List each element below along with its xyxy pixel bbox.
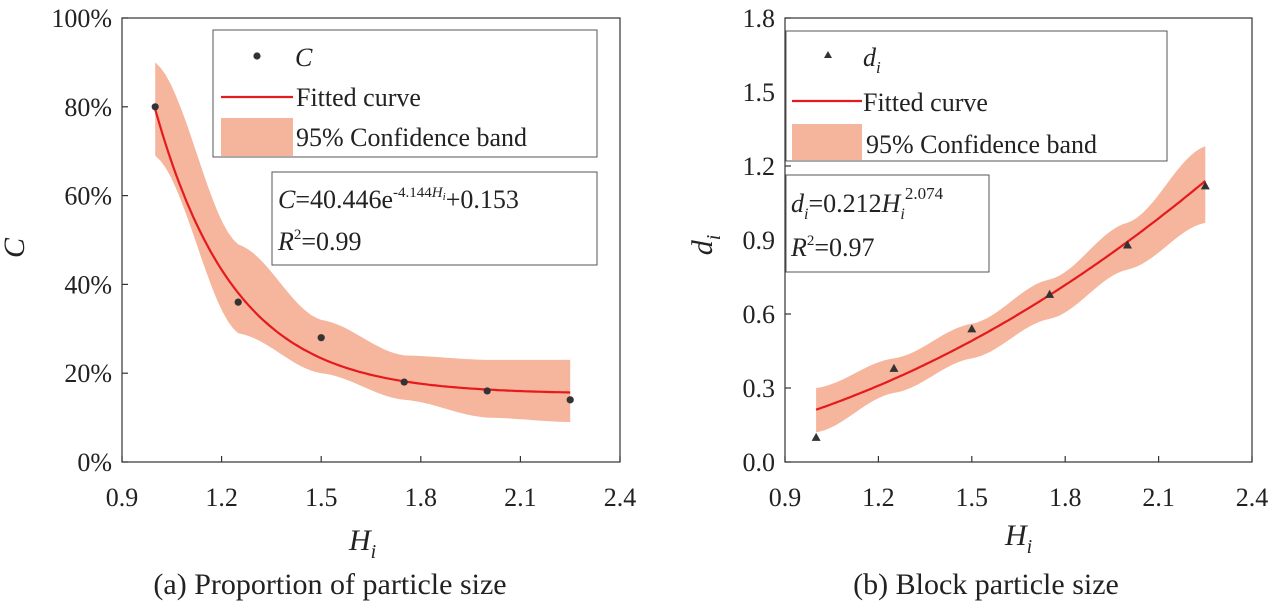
panel-a-y-tick-label: 80% bbox=[64, 93, 112, 122]
panel-b-legend-marker-icon bbox=[824, 51, 832, 58]
panel-a-data-point bbox=[317, 334, 325, 342]
panel-b-points-layer bbox=[811, 181, 1210, 441]
panel-b-equation-text: di=0.212Hi2.074 bbox=[791, 184, 944, 223]
panel-b-band-layer bbox=[816, 146, 1206, 433]
panel-a-y-axis-label: C bbox=[0, 237, 31, 258]
panel-b-data-point bbox=[1045, 289, 1055, 298]
panel-b-data-point bbox=[811, 432, 821, 441]
panel-b-y-tick-label: 0.9 bbox=[743, 226, 776, 255]
panel-a-data-point bbox=[566, 396, 574, 404]
panel-b-equation-box bbox=[785, 174, 990, 273]
panel-a-legend-label-fit: Fitted curve bbox=[296, 83, 421, 112]
panel-b-equation: di=0.212Hi2.074 R2=0.97 bbox=[785, 174, 990, 273]
panel-b-x-tick-label: 1.2 bbox=[862, 483, 895, 512]
panel-b-y-tick-label: 1.2 bbox=[743, 152, 776, 181]
panel-a-y-tick-label: 40% bbox=[64, 270, 112, 299]
panel-a-equation: C=40.446e-4.144Hi+0.153 R2=0.99 bbox=[271, 171, 598, 266]
panel-a-frame bbox=[121, 17, 621, 463]
panel-b-caption: (b) Block particle size bbox=[853, 568, 1119, 601]
panel-b-x-tick-label: 1.5 bbox=[956, 483, 989, 512]
panel-a-legend: C Fitted curve 95% Confidence band bbox=[212, 29, 598, 158]
panel-a-x-tick-label: 0.9 bbox=[106, 483, 139, 512]
panel-b-y-tick-label: 1.8 bbox=[743, 4, 776, 33]
panel-a-points-layer bbox=[151, 103, 574, 404]
panel-a-ticks: 0.9 1.2 1.5 1.8 2.1 2.4 0% 20% 40% 60% 80% 100% bbox=[51, 4, 636, 512]
panel-a-legend-label-c: C bbox=[295, 43, 313, 72]
panel-a: 0.9 1.2 1.5 1.8 2.1 2.4 0% 20% 40% 60% 80% 100% C F… bbox=[0, 4, 636, 601]
panel-a-fit-layer bbox=[154, 108, 571, 394]
panel-b-x-tick-label: 0.9 bbox=[769, 483, 802, 512]
panel-a-x-tick-label: 2.1 bbox=[504, 483, 537, 512]
panel-a-x-tick-label: 1.5 bbox=[305, 483, 338, 512]
panel-b-x-tick-label: 1.8 bbox=[1049, 483, 1082, 512]
panel-b-fitted-curve bbox=[815, 180, 1207, 411]
panel-b-fit-layer bbox=[815, 180, 1207, 411]
panel-b-confidence-band bbox=[816, 146, 1206, 433]
panel-b-legend-label-d: di bbox=[863, 43, 881, 77]
panel-a-data-point bbox=[400, 378, 408, 386]
panel-b-y-tick-label: 0.0 bbox=[743, 448, 776, 477]
panel-b-y-tick-label: 1.5 bbox=[743, 78, 776, 107]
panel-a-confidence-band bbox=[155, 62, 571, 423]
panel-a-y-tick-label: 60% bbox=[64, 182, 112, 211]
panel-b: 0.9 1.2 1.5 1.8 2.1 2.40.00.30.60.91.21.51.8 … bbox=[686, 4, 1268, 601]
panel-b-ticks: 0.9 1.2 1.5 1.8 2.1 2.4 0.0 0.3 0.6 0.9 1.2 1.5 1.8 bbox=[743, 4, 1269, 512]
panel-b-x-tick-label: 2.1 bbox=[1142, 483, 1175, 512]
panel-b-data-point bbox=[1200, 181, 1210, 190]
panel-a-r2-text: R2=0.99 bbox=[277, 227, 362, 256]
panel-b-x-tick-label: 2.4 bbox=[1236, 483, 1269, 512]
panel-b-data-point bbox=[889, 363, 899, 372]
panel-a-data-point bbox=[234, 298, 242, 306]
panel-a-y-tick-label: 100% bbox=[51, 4, 112, 33]
panel-b-y-tick-label: 0.3 bbox=[743, 374, 776, 403]
panel-b-r2-text: R2=0.97 bbox=[790, 233, 875, 262]
panel-a-legend-label-band: 95% Confidence band bbox=[296, 123, 527, 152]
panel-b-legend-band-icon bbox=[792, 124, 862, 160]
panel-a-caption: (a) Proportion of particle size bbox=[153, 568, 506, 601]
panel-b-x-axis-label: Hi bbox=[1004, 519, 1032, 558]
panel-a-legend-band-icon bbox=[221, 118, 293, 156]
panel-a-data-point bbox=[151, 103, 159, 111]
panel-a-equation-text: C=40.446e-4.144Hi+0.153 bbox=[278, 185, 519, 214]
panel-a-x-axis-label: Hi bbox=[348, 524, 376, 563]
panel-b-legend: di Fitted curve 95% Confidence band bbox=[785, 30, 1168, 162]
panel-a-x-tick-label: 1.2 bbox=[205, 483, 238, 512]
panel-b-y-tick-label: 0.6 bbox=[743, 300, 776, 329]
panel-b-y-axis-label: di bbox=[686, 235, 725, 256]
panel-a-band-layer bbox=[155, 62, 571, 423]
panel-b-data-point bbox=[1122, 240, 1132, 249]
panel-a-data-point bbox=[483, 387, 491, 395]
panel-a-x-tick-label: 1.8 bbox=[405, 483, 438, 512]
panel-a-equation-box bbox=[271, 171, 598, 266]
panel-b-data-point bbox=[967, 324, 977, 333]
panel-b-legend-label-fit: Fitted curve bbox=[863, 88, 988, 117]
panel-a-x-tick-label: 2.4 bbox=[604, 483, 637, 512]
panel-b-legend-label-band: 95% Confidence band bbox=[866, 130, 1097, 159]
panel-a-y-tick-label: 0% bbox=[77, 448, 112, 477]
panel-a-fitted-curve bbox=[154, 108, 571, 394]
panel-a-legend-marker-icon bbox=[253, 52, 261, 60]
panel-a-y-tick-label: 20% bbox=[64, 359, 112, 388]
